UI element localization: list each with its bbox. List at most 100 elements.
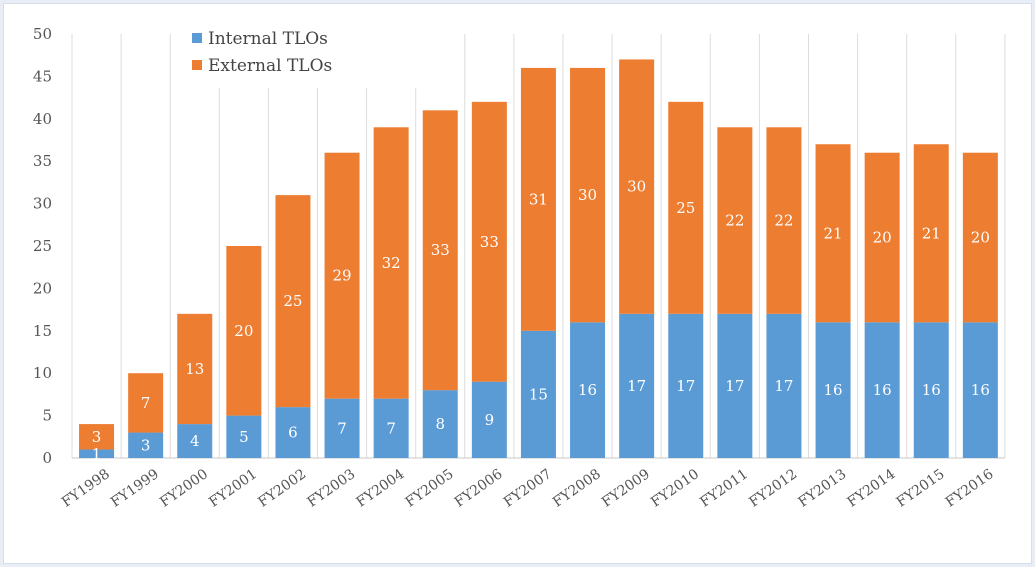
bar-external [815, 144, 851, 323]
bar-internal [913, 322, 949, 458]
data-label: 20 [873, 229, 892, 247]
bar-external [79, 424, 115, 450]
x-tick-label: FY1998 [59, 466, 113, 510]
data-label: 15 [529, 385, 548, 403]
data-label: 7 [337, 419, 347, 437]
bar-internal [177, 424, 213, 458]
data-label: 16 [873, 381, 892, 399]
data-label: 3 [141, 436, 151, 454]
bar-internal [668, 313, 704, 458]
bar-internal [815, 322, 851, 458]
bar-external [373, 127, 409, 399]
x-tick-label: FY2014 [845, 466, 899, 510]
data-label: 31 [529, 190, 548, 208]
bar-external [717, 127, 753, 314]
data-label: 4 [190, 432, 200, 450]
data-label: 20 [234, 322, 253, 340]
bar-internal [422, 390, 458, 458]
bar-external [520, 67, 556, 331]
data-label: 5 [239, 428, 249, 446]
x-tick-label: FY2012 [746, 466, 800, 510]
bar-internal [79, 449, 115, 458]
bar-internal [471, 381, 507, 458]
data-label: 25 [283, 292, 302, 310]
x-tick-label: FY2002 [255, 466, 309, 510]
x-tick-label: FY2006 [452, 466, 506, 510]
bar-internal [717, 313, 753, 458]
bar-external [128, 373, 164, 433]
y-tick-label: 50 [33, 25, 52, 43]
bar-internal [864, 322, 900, 458]
data-label: 30 [627, 178, 646, 196]
y-tick-label: 45 [33, 67, 52, 85]
bar-external [619, 59, 655, 314]
data-label: 33 [480, 233, 499, 251]
x-axis: FY1998FY1999FY2000FY2001FY2002FY2003FY20… [59, 466, 997, 510]
x-tick-label: FY2013 [795, 466, 849, 510]
data-label: 20 [971, 229, 990, 247]
x-tick-label: FY2010 [648, 466, 702, 510]
bar-external [570, 67, 606, 323]
data-label: 17 [627, 377, 646, 395]
bars [79, 59, 998, 458]
x-tick-label: FY2011 [697, 466, 751, 510]
bar-internal [226, 415, 262, 458]
bar-external [275, 195, 311, 408]
y-tick-label: 20 [33, 279, 52, 297]
bar-internal [570, 322, 606, 458]
legend-swatch-external [192, 60, 202, 70]
data-label: 22 [774, 212, 793, 230]
bar-external [668, 101, 704, 314]
bar-internal [275, 407, 311, 458]
data-label: 3 [92, 428, 102, 446]
x-tick-label: FY2015 [894, 466, 948, 510]
data-label: 32 [382, 254, 401, 272]
x-tick-label: FY2004 [354, 466, 408, 510]
data-label: 21 [824, 224, 843, 242]
legend: Internal TLOs External TLOs [192, 29, 332, 76]
y-tick-label: 15 [33, 322, 52, 340]
bar-external [913, 144, 949, 323]
chart-frame [3, 3, 1032, 564]
data-label: 7 [386, 419, 396, 437]
data-label: 16 [922, 381, 941, 399]
data-label: 25 [676, 199, 695, 217]
bar-internal [766, 313, 802, 458]
data-label: 17 [774, 377, 793, 395]
bar-external [766, 127, 802, 314]
data-label: 6 [288, 424, 298, 442]
data-label: 9 [485, 411, 495, 429]
x-tick-label: FY2005 [403, 466, 457, 510]
data-label: 1 [92, 445, 102, 463]
bar-external [864, 152, 900, 323]
legend-label: Internal TLOs [208, 29, 328, 49]
data-label: 17 [725, 377, 744, 395]
x-tick-label: FY2000 [157, 466, 211, 510]
bar-external [471, 101, 507, 382]
data-label: 16 [578, 381, 597, 399]
bar-external [962, 152, 998, 323]
x-tick-label: FY2003 [304, 466, 358, 510]
y-axis: 0 5 10 15 20 25 30 35 40 45 50 [33, 25, 52, 467]
legend-swatch-internal [192, 33, 202, 43]
y-tick-label: 0 [42, 449, 52, 467]
bar-internal [619, 313, 655, 458]
data-label: 30 [578, 186, 597, 204]
y-tick-label: 30 [33, 195, 52, 213]
x-tick-label: FY2016 [943, 466, 997, 510]
x-tick-label: FY2007 [501, 466, 555, 510]
bar-internal [128, 432, 164, 458]
bar-external [226, 246, 262, 416]
data-label: 16 [971, 381, 990, 399]
data-label: 21 [922, 224, 941, 242]
y-tick-label: 35 [33, 152, 52, 170]
y-tick-label: 40 [33, 110, 52, 128]
data-label: 17 [676, 377, 695, 395]
y-tick-label: 10 [33, 364, 52, 382]
x-tick-label: FY2009 [599, 466, 653, 510]
data-label: 8 [435, 415, 445, 433]
legend-label: External TLOs [208, 56, 332, 76]
bar-external [177, 313, 213, 425]
x-tick-label: FY1999 [108, 466, 162, 510]
